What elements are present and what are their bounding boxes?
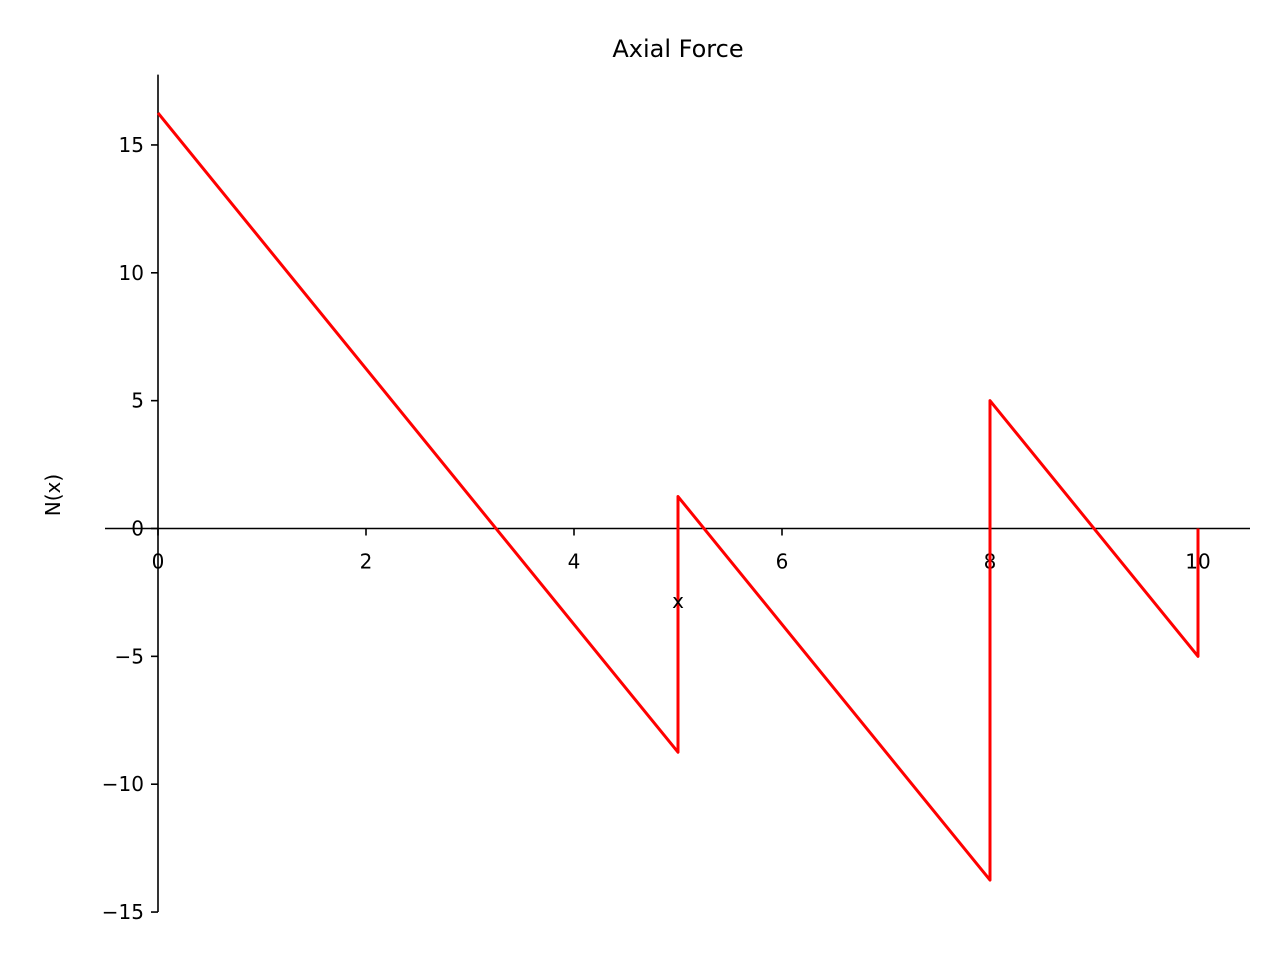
- x-tick-label: 0: [152, 550, 165, 574]
- series-layer: [156, 112, 1200, 882]
- y-tick-label: 15: [119, 133, 144, 157]
- y-tick-label: 5: [131, 389, 144, 413]
- y-tick-label: −10: [102, 772, 144, 796]
- series-line: [156, 112, 1200, 882]
- x-axis-label: x: [672, 589, 684, 613]
- x-tick-label: 2: [360, 550, 373, 574]
- x-tick-label: 6: [776, 550, 789, 574]
- y-tick-label: 0: [131, 517, 144, 541]
- y-tick-label: −15: [102, 900, 144, 924]
- y-tick-label: 10: [119, 261, 144, 285]
- x-tick-label: 4: [568, 550, 581, 574]
- y-tick-label: −5: [115, 644, 144, 668]
- chart-title: Axial Force: [612, 35, 743, 63]
- y-axis-label: N(x): [41, 474, 65, 516]
